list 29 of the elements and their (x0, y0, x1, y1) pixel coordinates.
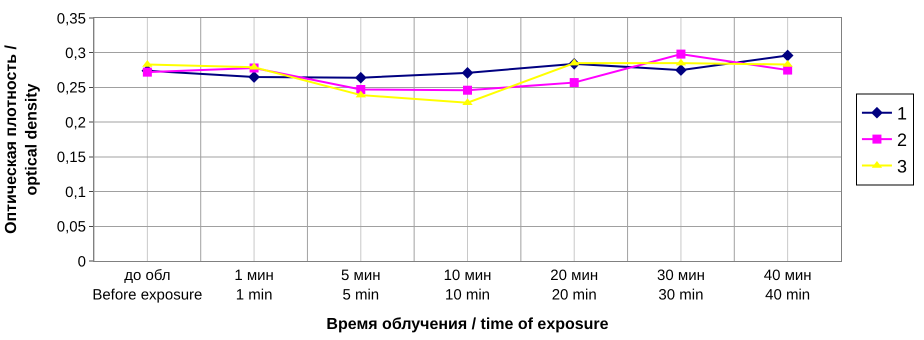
x-tick-label: 30 мин 30 min (657, 267, 705, 304)
point (782, 50, 794, 62)
y-tick-label: 0,25 (56, 80, 86, 97)
y-tick-label: 0,3 (65, 44, 86, 62)
point (354, 72, 367, 84)
point (462, 67, 474, 79)
point (676, 50, 686, 59)
y-axis-title: Оптическая плотность / optical density (2, 44, 41, 234)
y-tick-label: 0,35 (56, 10, 86, 28)
x-tick-label: 20 мин 20 min (550, 267, 598, 304)
y-tick-label: 0,15 (56, 149, 86, 166)
point (675, 64, 687, 76)
x-tick-label: 40 мин 40 min (764, 267, 812, 304)
y-tick-label: 0,2 (65, 114, 86, 132)
legend-label: 2 (896, 130, 907, 150)
point (142, 68, 152, 77)
point (570, 78, 579, 88)
point (248, 71, 260, 83)
x-tick-label: 5 мин 5 min (341, 267, 381, 304)
x-tick-label: до обл Before exposure (92, 267, 202, 304)
point (463, 86, 472, 95)
x-tick-label: 1 мин 1 min (234, 267, 274, 304)
y-tick-label: 0,1 (65, 184, 86, 201)
x-tick-label: 10 мин 10 min (444, 267, 492, 304)
y-tick-label: 0 (78, 253, 86, 270)
legend-label: 1 (896, 104, 907, 124)
x-axis-title: Время облучения / time of exposure (326, 316, 609, 334)
y-tick-label: 0,05 (56, 218, 86, 236)
legend-label: 3 (896, 156, 907, 177)
